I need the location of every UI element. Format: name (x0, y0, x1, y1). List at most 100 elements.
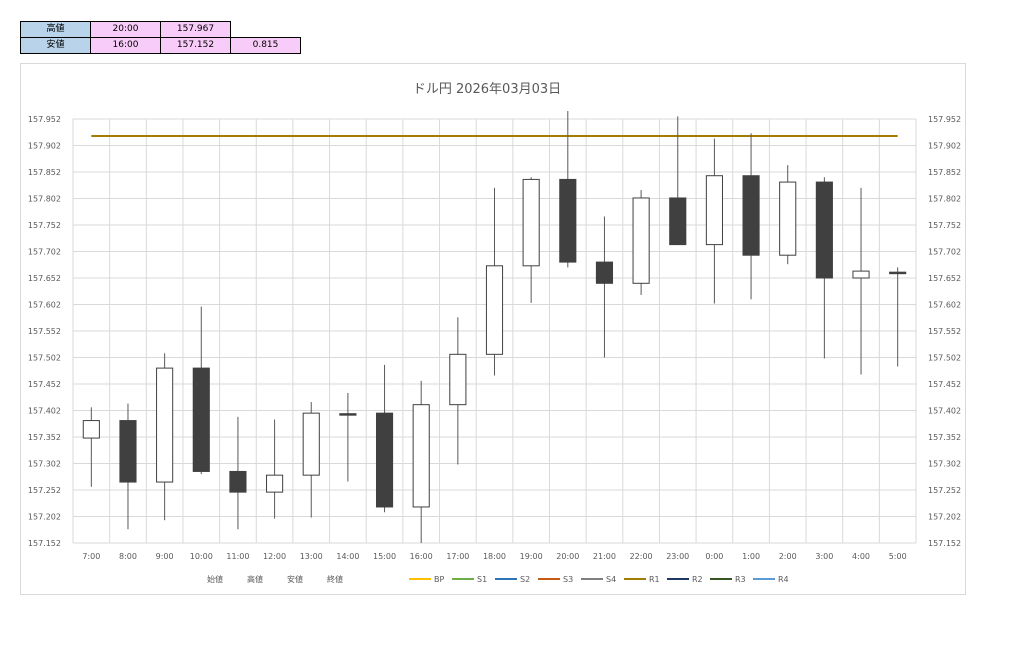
candle (705, 138, 723, 304)
candle-body-up (412, 404, 430, 508)
y-tick-label-right: 157.252 (928, 486, 961, 495)
y-tick-label-left: 157.652 (28, 274, 61, 283)
candle-body-up (449, 353, 467, 406)
candle (522, 177, 540, 303)
legend-item-label: S4 (606, 575, 616, 584)
high-row: 高値 20:00 157.967 (20, 21, 301, 38)
legend-item-label: S2 (520, 575, 530, 584)
candle (375, 364, 394, 513)
y-tick-label-left: 157.552 (28, 327, 61, 336)
y-tick-label-left: 157.752 (28, 221, 61, 230)
candle (485, 187, 504, 376)
candle-body-down (742, 175, 760, 256)
legend-item-label: 安値 (287, 574, 303, 584)
x-tick-label: 23:00 (666, 552, 689, 561)
x-tick-label: 11:00 (226, 552, 249, 561)
candle (156, 353, 174, 521)
legend: 始値 高値 安値 終値 BP S1 S2 S3 S4 R1 R2 R3 R4 (207, 574, 789, 584)
x-tick-label: 5:00 (889, 552, 907, 561)
legend-item-label: S1 (477, 575, 487, 584)
x-tick-label: 14:00 (336, 552, 359, 561)
x-tick-label: 22:00 (630, 552, 653, 561)
x-tick-label: 15:00 (373, 552, 396, 561)
y-tick-label-right: 157.352 (928, 433, 961, 442)
y-tick-label-right: 157.652 (928, 274, 961, 283)
candle-body-down (339, 413, 357, 416)
candle-body-up (485, 265, 504, 355)
y-tick-label-left: 157.252 (28, 486, 61, 495)
y-tick-label-right: 157.152 (928, 539, 961, 548)
candle (632, 190, 650, 295)
candle-body-down (889, 271, 907, 275)
summary-table: 高値 20:00 157.967 安値 16:00 157.152 0.815 (20, 21, 301, 54)
y-tick-label-right: 157.752 (928, 221, 961, 230)
candle-body-up (156, 367, 174, 483)
y-tick-label-right: 157.802 (928, 195, 961, 204)
x-tick-label: 7:00 (82, 552, 100, 561)
high-time: 20:00 (90, 21, 161, 38)
legend-item-label: 高値 (247, 574, 263, 584)
legend-item-label: R1 (649, 575, 660, 584)
candle-body-down (375, 412, 394, 508)
y-tick-label-right: 157.452 (928, 380, 961, 389)
candle-body-down (559, 178, 577, 263)
y-tick-label-left: 157.802 (28, 195, 61, 204)
candle-body-up (705, 175, 723, 246)
y-tick-label-right: 157.552 (928, 327, 961, 336)
high-label: 高値 (20, 21, 91, 38)
candle (669, 116, 687, 246)
candle (449, 317, 467, 465)
candle-body-down (119, 420, 137, 483)
candle (815, 177, 833, 359)
candle-body-up (522, 178, 540, 267)
y-tick-label-left: 157.352 (28, 433, 61, 442)
candle (302, 402, 320, 518)
x-tick-label: 21:00 (593, 552, 616, 561)
y-tick-label-right: 157.202 (928, 513, 961, 522)
chart-area: ドル円 2026年03月03日 157.152 157.152 157.202 157… (20, 63, 966, 595)
candle-body-down (229, 470, 247, 493)
x-tick-label: 13:00 (300, 552, 323, 561)
x-tick-label: 12:00 (263, 552, 286, 561)
candle-body-up (632, 197, 650, 284)
x-tick-label: 2:00 (779, 552, 797, 561)
candle-body-up (266, 474, 284, 493)
x-tick-label: 16:00 (410, 552, 433, 561)
candle (339, 393, 357, 482)
candle-body-up (82, 420, 100, 439)
candle-body-up (302, 412, 320, 476)
low-price: 157.152 (160, 37, 231, 54)
legend-item-label: R4 (778, 575, 789, 584)
chart-title: ドル円 2026年03月03日 (413, 82, 561, 97)
y-tick-label-left: 157.902 (28, 142, 61, 151)
x-tick-label: 8:00 (119, 552, 137, 561)
candle (852, 187, 870, 375)
y-tick-label-right: 157.402 (928, 407, 961, 416)
y-tick-label-right: 157.952 (928, 115, 961, 124)
x-tick-label: 1:00 (742, 552, 760, 561)
legend-item-label: R2 (692, 575, 703, 584)
candle (119, 403, 137, 530)
candle (192, 306, 210, 475)
candle-body-up (852, 270, 870, 279)
y-tick-label-left: 157.702 (28, 248, 61, 257)
y-tick-label-right: 157.852 (928, 168, 961, 177)
candle (229, 416, 247, 530)
legend-item-label: BP (434, 575, 444, 584)
legend-item-label: S3 (563, 575, 573, 584)
y-tick-label-left: 157.852 (28, 168, 61, 177)
y-tick-label-left: 157.202 (28, 513, 61, 522)
y-tick-label-right: 157.302 (928, 460, 961, 469)
x-tick-label: 20:00 (556, 552, 579, 561)
legend-item-label: R3 (735, 575, 746, 584)
candle (779, 165, 797, 265)
y-tick-label-left: 157.302 (28, 460, 61, 469)
y-tick-label-left: 157.502 (28, 354, 61, 363)
y-tick-label-left: 157.452 (28, 380, 61, 389)
x-tick-label: 18:00 (483, 552, 506, 561)
candle (595, 216, 614, 358)
x-tick-label: 3:00 (815, 552, 833, 561)
candle (742, 133, 760, 300)
low-label: 安値 (20, 37, 91, 54)
x-tick-label: 17:00 (446, 552, 469, 561)
